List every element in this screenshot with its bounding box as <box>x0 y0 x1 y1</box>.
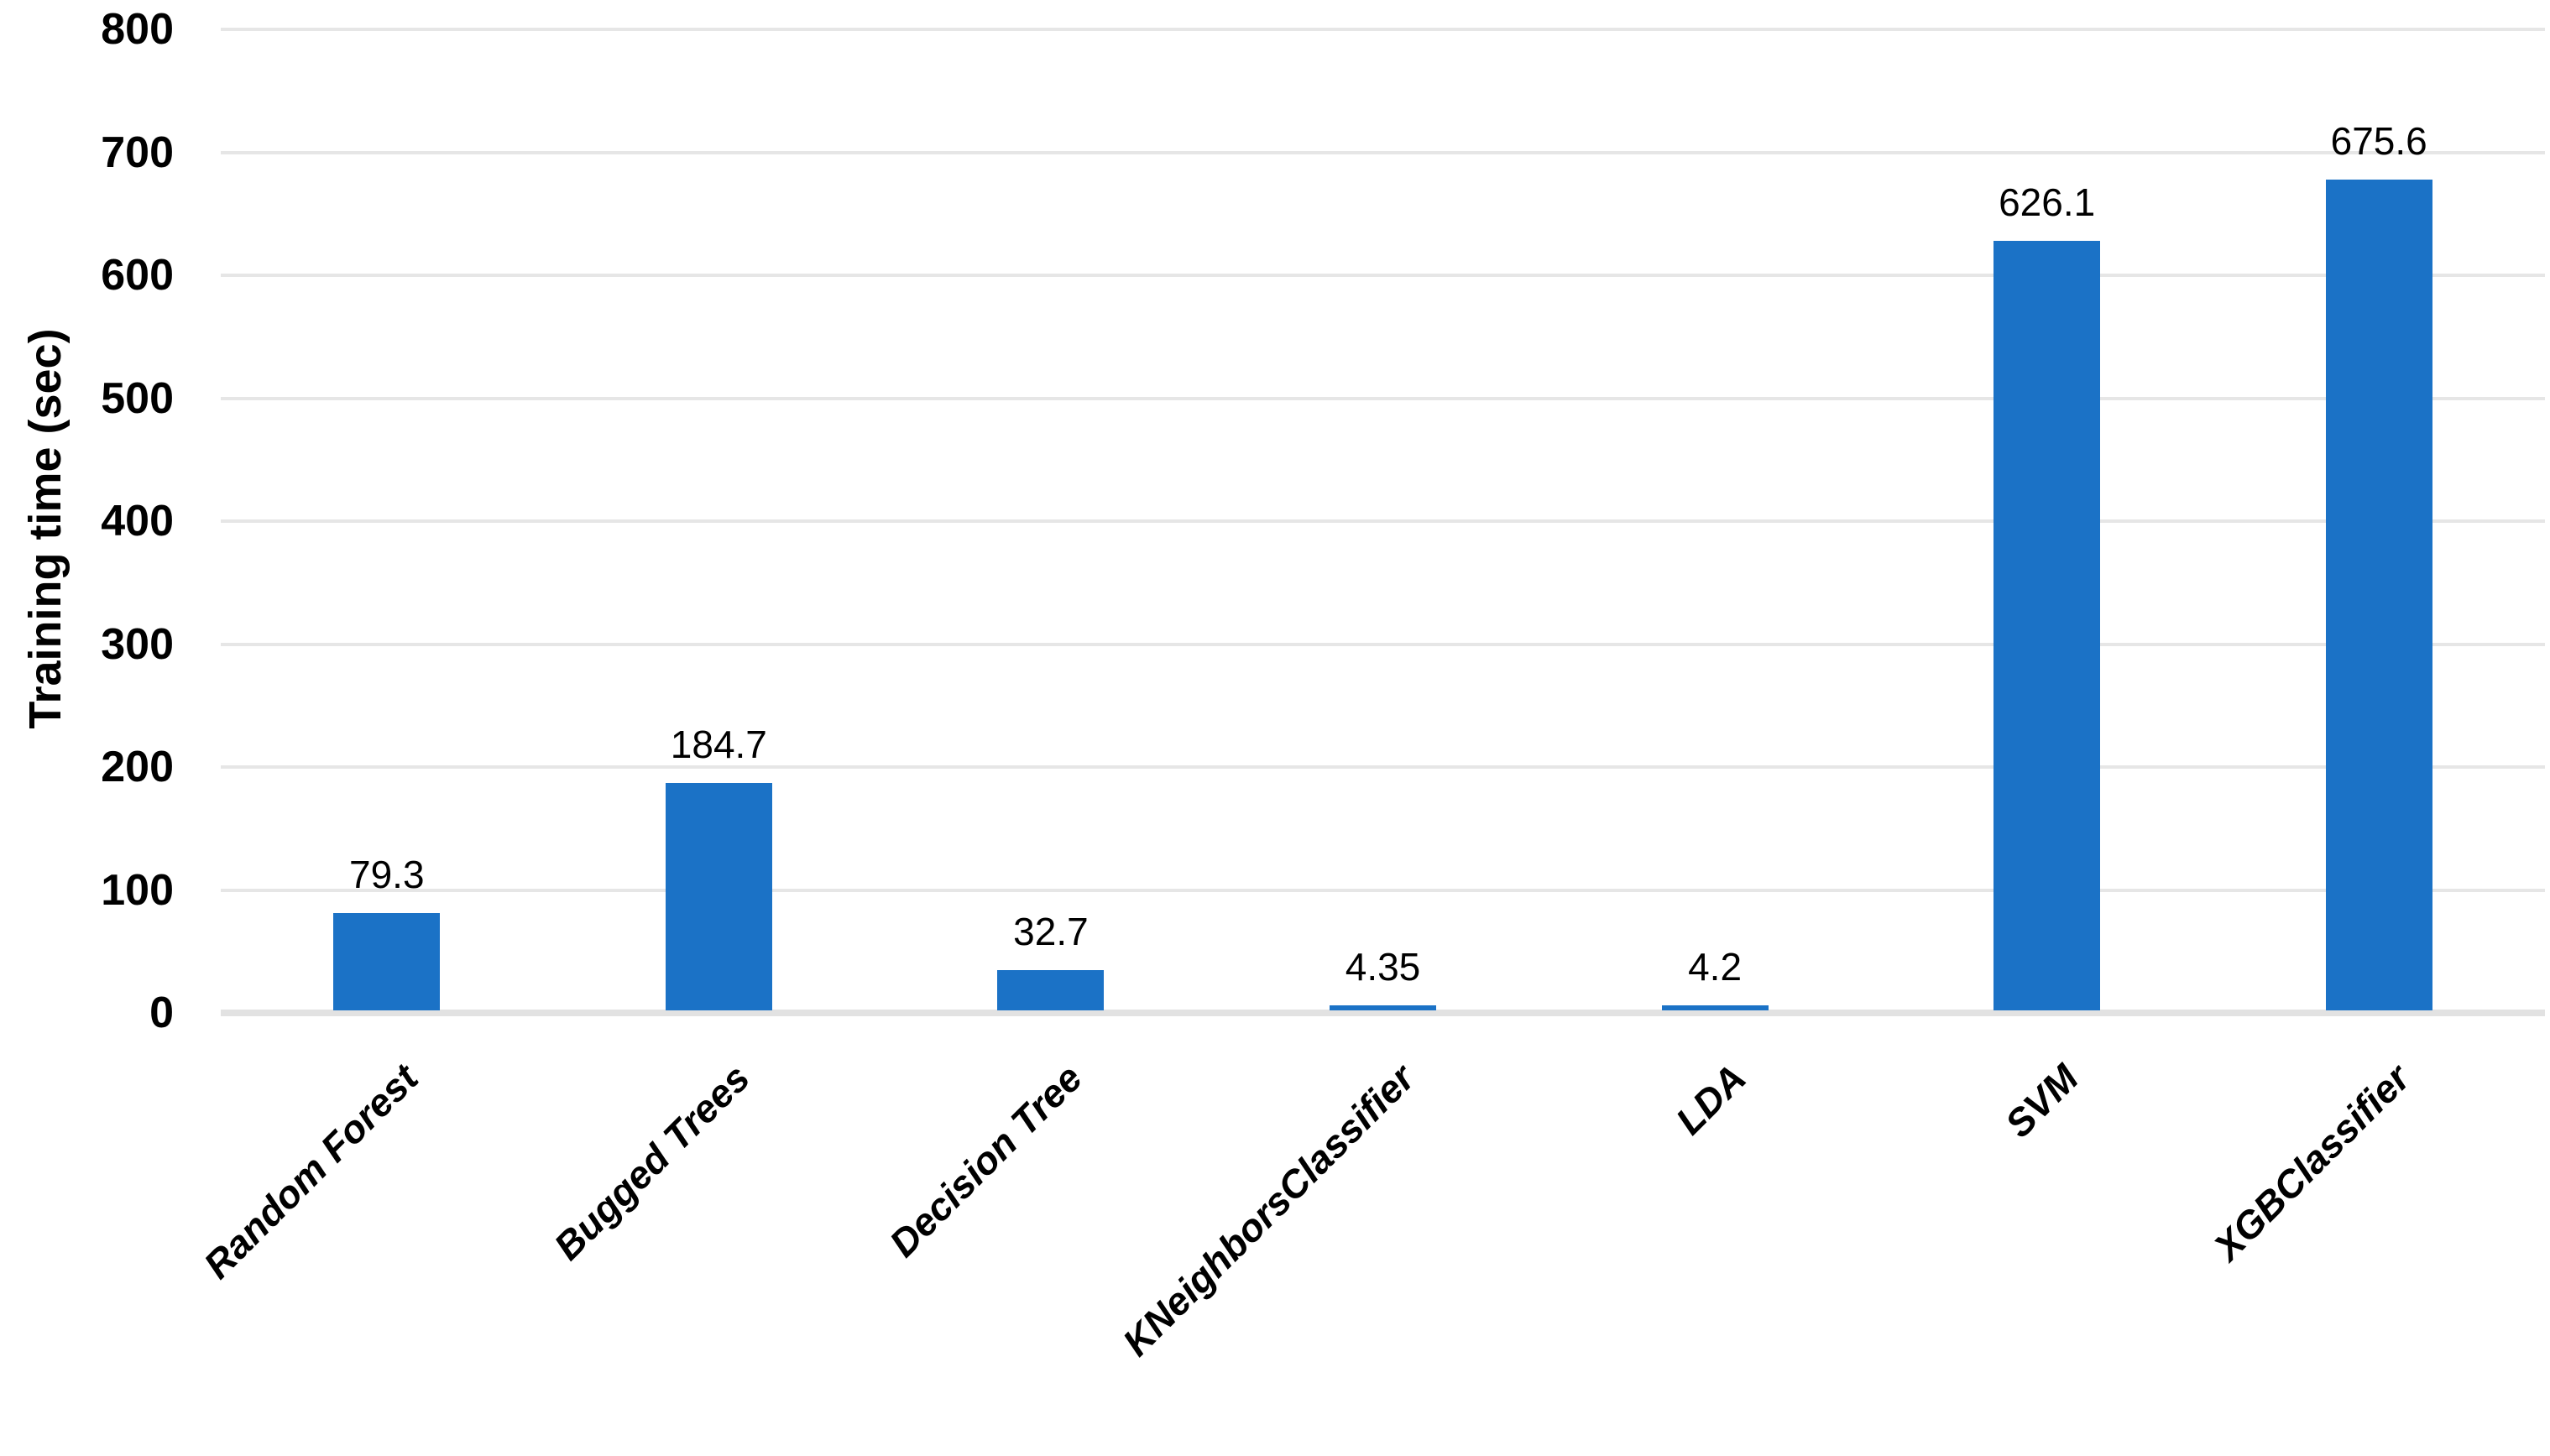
y-tick-label: 600 <box>101 251 174 300</box>
y-tick-label: 400 <box>101 497 174 545</box>
x-category-label: SVM <box>1996 1056 2087 1146</box>
y-gridline <box>221 28 2545 31</box>
x-category-label: Decision Tree <box>880 1056 1090 1266</box>
y-gridline <box>221 150 2545 154</box>
bar-chart: Training time (sec) 0 100 200 300 400 500 600 7… <box>20 5 2545 1365</box>
bar <box>2325 180 2432 1010</box>
x-category-label: XGBClassifier <box>2205 1056 2419 1269</box>
y-gridline <box>221 642 2545 646</box>
x-category-label: LDA <box>1667 1056 1754 1143</box>
bar <box>1993 240 2101 1010</box>
x-category-label: Bugged Trees <box>546 1056 759 1269</box>
bar <box>1661 1005 1769 1010</box>
bar-value-label: 184.7 <box>670 723 767 767</box>
bar-value-label: 79.3 <box>349 852 425 896</box>
y-tick-label: 100 <box>101 865 174 915</box>
x-category-label: KNeighborsClassifier <box>1113 1056 1423 1365</box>
x-category-label: Random Forest <box>195 1056 426 1287</box>
y-gridline <box>221 765 2545 769</box>
y-tick-label: 500 <box>101 373 174 423</box>
y-tick-label: 800 <box>101 5 174 54</box>
bar-value-label: 4.35 <box>1345 944 1421 989</box>
y-gridline <box>221 396 2545 400</box>
y-tick-label: 700 <box>101 128 174 177</box>
y-gridline <box>221 274 2545 277</box>
y-gridline <box>221 519 2545 523</box>
y-tick-label: 200 <box>101 743 174 791</box>
bar-value-label: 675.6 <box>2330 119 2427 164</box>
y-tick-label: 0 <box>149 989 174 1037</box>
bar-value-label: 4.2 <box>1688 944 1743 989</box>
y-gridline <box>221 888 2545 892</box>
bar-value-label: 32.7 <box>1013 910 1089 954</box>
y-tick-label: 300 <box>101 619 174 669</box>
x-axis-baseline <box>221 1010 2545 1016</box>
bar <box>1330 1005 1436 1010</box>
bar <box>665 783 772 1010</box>
bar <box>333 912 441 1010</box>
bar <box>997 970 1105 1010</box>
bar-value-label: 626.1 <box>1999 180 2096 224</box>
